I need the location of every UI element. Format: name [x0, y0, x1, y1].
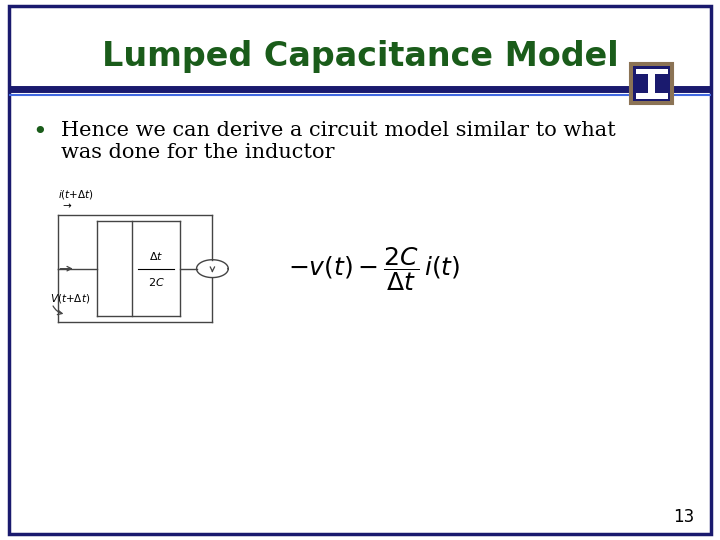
Text: Lumped Capacitance Model: Lumped Capacitance Model [102, 40, 618, 73]
FancyBboxPatch shape [633, 66, 670, 102]
Text: $\rightarrow$: $\rightarrow$ [60, 200, 72, 211]
FancyBboxPatch shape [9, 6, 711, 534]
Text: •: • [32, 120, 47, 144]
Text: $-v(t)-\dfrac{2C}{\Delta t}\,i(t)$: $-v(t)-\dfrac{2C}{\Delta t}\,i(t)$ [288, 245, 460, 293]
FancyBboxPatch shape [630, 64, 673, 104]
Text: 13: 13 [673, 509, 695, 526]
FancyBboxPatch shape [648, 74, 655, 93]
Text: $V(t{+}\Delta t)$: $V(t{+}\Delta t)$ [50, 292, 91, 305]
Text: $2C$: $2C$ [148, 276, 164, 288]
Text: $i(t{+}\Delta t)$: $i(t{+}\Delta t)$ [58, 188, 94, 201]
Text: was done for the inductor: was done for the inductor [61, 143, 335, 162]
Text: Hence we can derive a circuit model similar to what: Hence we can derive a circuit model simi… [61, 121, 616, 140]
Text: $\Delta t$: $\Delta t$ [149, 251, 163, 262]
FancyBboxPatch shape [636, 93, 667, 99]
FancyBboxPatch shape [636, 69, 667, 74]
